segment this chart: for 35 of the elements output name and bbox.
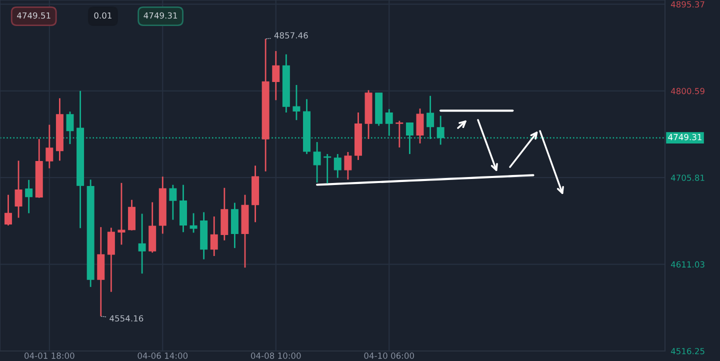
candlestick — [46, 124, 54, 169]
candlestick — [324, 153, 332, 184]
candlestick — [292, 84, 300, 121]
candlestick — [190, 212, 198, 234]
candlestick — [272, 50, 280, 101]
annotation: 4749.51 — [17, 12, 50, 19]
candlestick — [344, 151, 352, 180]
ref-line-label: 4749.31 — [668, 134, 702, 140]
x-tick-label: 04-01 18:00 — [24, 352, 74, 359]
candlestick — [334, 153, 342, 179]
y-tick-label: 4800.59 — [670, 88, 704, 94]
y-tick-label: 4895.37 — [670, 1, 704, 8]
candlestick — [416, 108, 424, 144]
candlestick — [25, 179, 33, 214]
candlestick — [107, 227, 115, 293]
annotation: 4554.16 — [110, 315, 144, 322]
candlestick — [14, 160, 22, 218]
candlestick — [138, 213, 146, 274]
candlestick — [118, 182, 126, 246]
candlestick — [4, 194, 12, 226]
x-tick-label: 04-10 06:00 — [364, 352, 414, 359]
y-tick-label: 4611.03 — [670, 261, 704, 268]
candlestick — [396, 120, 404, 148]
x-tick-label: 04-08 10:00 — [250, 352, 301, 359]
candlestick — [128, 199, 136, 232]
candlestick — [313, 141, 321, 184]
candlestick — [169, 184, 177, 220]
annotation: 4857.46 — [274, 32, 308, 39]
candlestick — [210, 216, 218, 257]
y-tick-label: 4705.81 — [670, 174, 704, 181]
annotation: 0.01 — [94, 12, 112, 19]
y-tick-label: 4516.25 — [670, 348, 704, 354]
x-tick-label: 04-06 14:00 — [138, 352, 188, 359]
line-series — [316, 174, 534, 186]
annotation: 4749.31 — [144, 12, 178, 19]
